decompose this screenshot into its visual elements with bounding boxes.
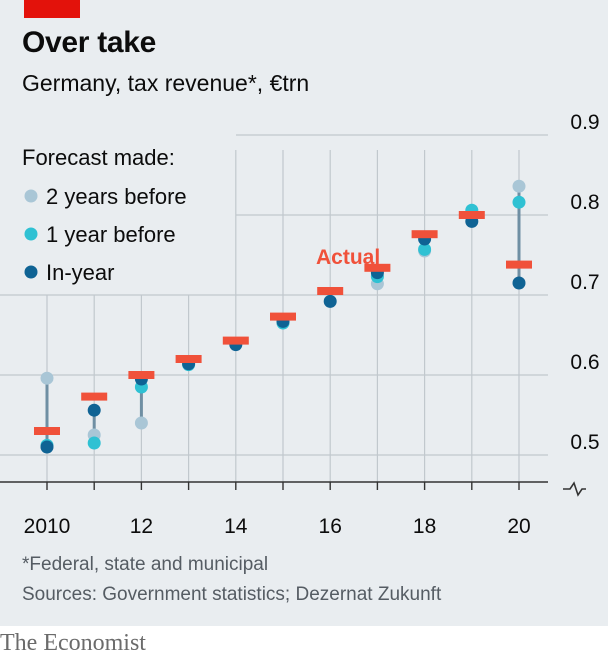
actual-marker xyxy=(411,230,438,239)
actual-marker xyxy=(222,336,249,345)
forecast-inyear-dot xyxy=(323,294,337,308)
forecast-inyear-dot xyxy=(87,403,101,417)
x-tick-label: 16 xyxy=(319,515,342,538)
forecast-1y-dot xyxy=(418,242,432,256)
y-tick-label: 0.9 xyxy=(570,111,599,134)
forecast-1y-dot xyxy=(512,195,526,209)
forecast-inyear-dot xyxy=(512,276,526,290)
sources: Sources: Government statistics; Dezernat… xyxy=(22,584,442,605)
legend-item-2-years-before: 2 years before xyxy=(46,184,187,209)
chart-subtitle: Germany, tax revenue*, €trn xyxy=(22,70,310,96)
x-tick-label: 2010 xyxy=(24,515,71,538)
legend-title: Forecast made: xyxy=(22,145,175,170)
actual-marker xyxy=(175,355,202,363)
y-tick-label: 0.8 xyxy=(570,191,599,214)
legend-swatch xyxy=(24,189,38,203)
footnote: *Federal, state and municipal xyxy=(22,554,269,575)
actual-marker xyxy=(317,287,344,295)
actual-marker xyxy=(81,392,108,401)
legend-item-1-year-before: 1 year before xyxy=(46,222,176,247)
legend-swatch xyxy=(24,227,38,241)
actual-marker xyxy=(506,260,532,269)
x-tick-label: 18 xyxy=(413,515,436,538)
chart-card xyxy=(0,0,608,626)
forecast-inyear-dot xyxy=(40,440,54,454)
actual-marker xyxy=(364,263,391,272)
forecast-1y-dot xyxy=(87,436,101,450)
brand-wordmark: The Economist xyxy=(0,630,146,656)
legend-item-in-year: In-year xyxy=(46,260,114,285)
forecast-2y-dot xyxy=(512,179,526,193)
y-tick-label: 0.6 xyxy=(570,351,599,374)
axis-break-symbol xyxy=(563,481,586,497)
chart-plot: 0.5 0.6 0.7 0.8 0.9 2010 12 14 16 18 20 Actual Forec… xyxy=(0,111,600,538)
x-tick-label: 14 xyxy=(224,515,248,538)
x-tick-label: 20 xyxy=(507,515,530,538)
actual-marker xyxy=(458,211,485,219)
actual-marker xyxy=(270,312,296,321)
brand-red-bar xyxy=(24,0,80,18)
actual-marker xyxy=(128,371,155,379)
forecast-2y-dot xyxy=(134,416,148,430)
actual-annotation: Actual xyxy=(316,246,380,269)
y-tick-label: 0.5 xyxy=(570,431,599,454)
chart-title: Over take xyxy=(22,26,157,59)
actual-marker xyxy=(34,427,60,435)
y-tick-label: 0.7 xyxy=(570,271,599,294)
forecast-2y-dot xyxy=(40,371,54,385)
x-tick-label: 12 xyxy=(130,515,153,538)
legend-swatch xyxy=(24,265,38,279)
